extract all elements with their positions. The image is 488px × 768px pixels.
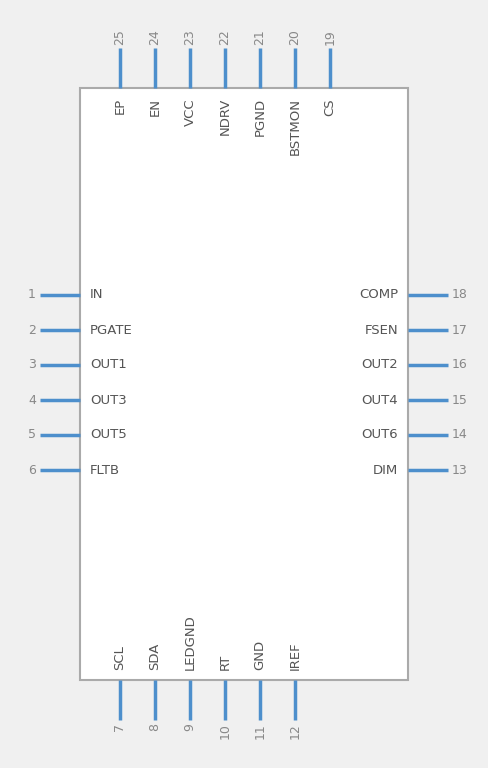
Text: 5: 5 [28, 429, 36, 442]
Text: 15: 15 [452, 393, 468, 406]
Text: BSTMON: BSTMON [288, 98, 302, 155]
Text: DIM: DIM [373, 464, 398, 476]
Text: 8: 8 [148, 723, 162, 731]
Text: OUT1: OUT1 [90, 359, 127, 372]
Text: 7: 7 [114, 723, 126, 731]
Text: VCC: VCC [183, 98, 197, 126]
Text: LEDGND: LEDGND [183, 614, 197, 670]
Text: FLTB: FLTB [90, 464, 120, 476]
Text: PGND: PGND [253, 98, 266, 136]
Text: 23: 23 [183, 29, 197, 45]
Bar [80, 88, 408, 680]
Text: 2: 2 [28, 323, 36, 336]
Text: 24: 24 [148, 29, 162, 45]
Text: OUT2: OUT2 [361, 359, 398, 372]
Text: SDA: SDA [148, 643, 162, 670]
Text: OUT3: OUT3 [90, 393, 127, 406]
Text: IREF: IREF [288, 641, 302, 670]
Text: 6: 6 [28, 464, 36, 476]
Text: RT: RT [219, 654, 231, 670]
Text: 21: 21 [253, 29, 266, 45]
Text: GND: GND [253, 640, 266, 670]
Text: OUT4: OUT4 [362, 393, 398, 406]
Text: 9: 9 [183, 723, 197, 731]
Text: 22: 22 [219, 29, 231, 45]
Text: 13: 13 [452, 464, 468, 476]
Text: OUT5: OUT5 [90, 429, 127, 442]
Text: 16: 16 [452, 359, 468, 372]
Text: 25: 25 [114, 29, 126, 45]
Text: IN: IN [90, 289, 103, 302]
Text: EP: EP [114, 98, 126, 114]
Text: 14: 14 [452, 429, 468, 442]
Text: SCL: SCL [114, 645, 126, 670]
Text: COMP: COMP [359, 289, 398, 302]
Text: NDRV: NDRV [219, 98, 231, 135]
Text: 17: 17 [452, 323, 468, 336]
Text: 11: 11 [253, 723, 266, 739]
Text: 18: 18 [452, 289, 468, 302]
Text: 4: 4 [28, 393, 36, 406]
Text: FSEN: FSEN [365, 323, 398, 336]
Text: 1: 1 [28, 289, 36, 302]
Text: 12: 12 [288, 723, 302, 739]
Text: CS: CS [324, 98, 337, 116]
Text: PGATE: PGATE [90, 323, 133, 336]
Text: 3: 3 [28, 359, 36, 372]
Text: 20: 20 [288, 29, 302, 45]
Text: 19: 19 [324, 29, 337, 45]
Text: 10: 10 [219, 723, 231, 739]
Text: EN: EN [148, 98, 162, 116]
Text: OUT6: OUT6 [362, 429, 398, 442]
